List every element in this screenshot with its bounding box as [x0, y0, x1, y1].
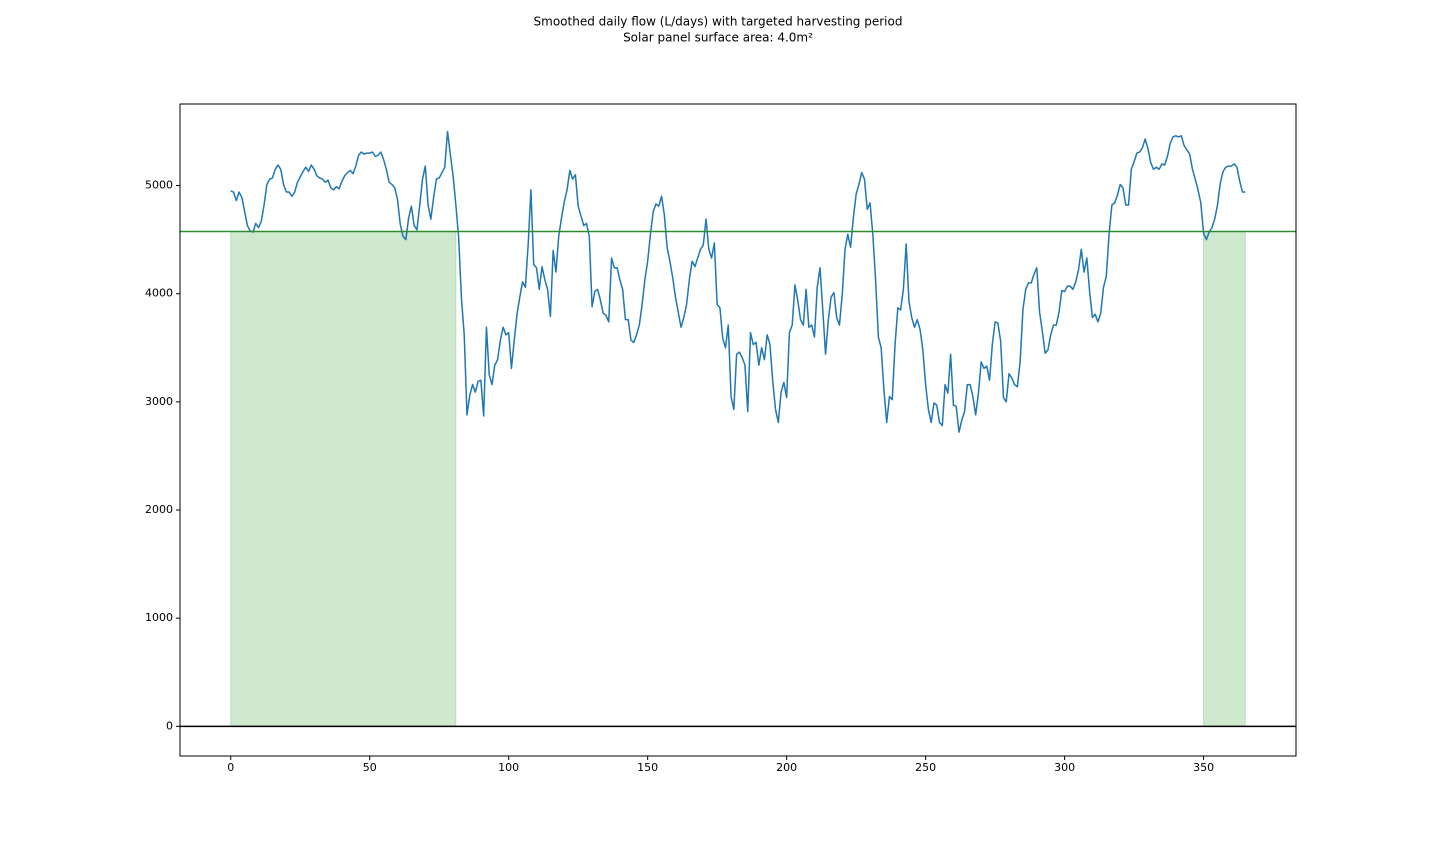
harvest-region	[1203, 231, 1246, 727]
chart-subtitle: Solar panel surface area: 4.0m²	[623, 31, 813, 45]
x-tick-label: 200	[776, 761, 797, 774]
x-tick-label: 300	[1054, 761, 1075, 774]
y-tick-label: 2000	[145, 503, 173, 516]
x-tick-label: 50	[363, 761, 377, 774]
x-tick-label: 0	[227, 761, 234, 774]
x-tick-label: 150	[637, 761, 658, 774]
y-tick-label: 5000	[145, 179, 173, 192]
y-tick-label: 1000	[145, 611, 173, 624]
harvest-region	[230, 231, 457, 727]
x-tick-label: 350	[1193, 761, 1214, 774]
x-tick-label: 250	[915, 761, 936, 774]
flow-line	[230, 130, 1246, 433]
x-tick-label: 100	[498, 761, 519, 774]
y-tick-label: 0	[166, 719, 173, 732]
y-tick-label: 3000	[145, 395, 173, 408]
y-tick-label: 4000	[145, 287, 173, 300]
plot-frame	[179, 103, 1297, 757]
chart-title: Smoothed daily flow (L/days) with target…	[534, 15, 903, 29]
